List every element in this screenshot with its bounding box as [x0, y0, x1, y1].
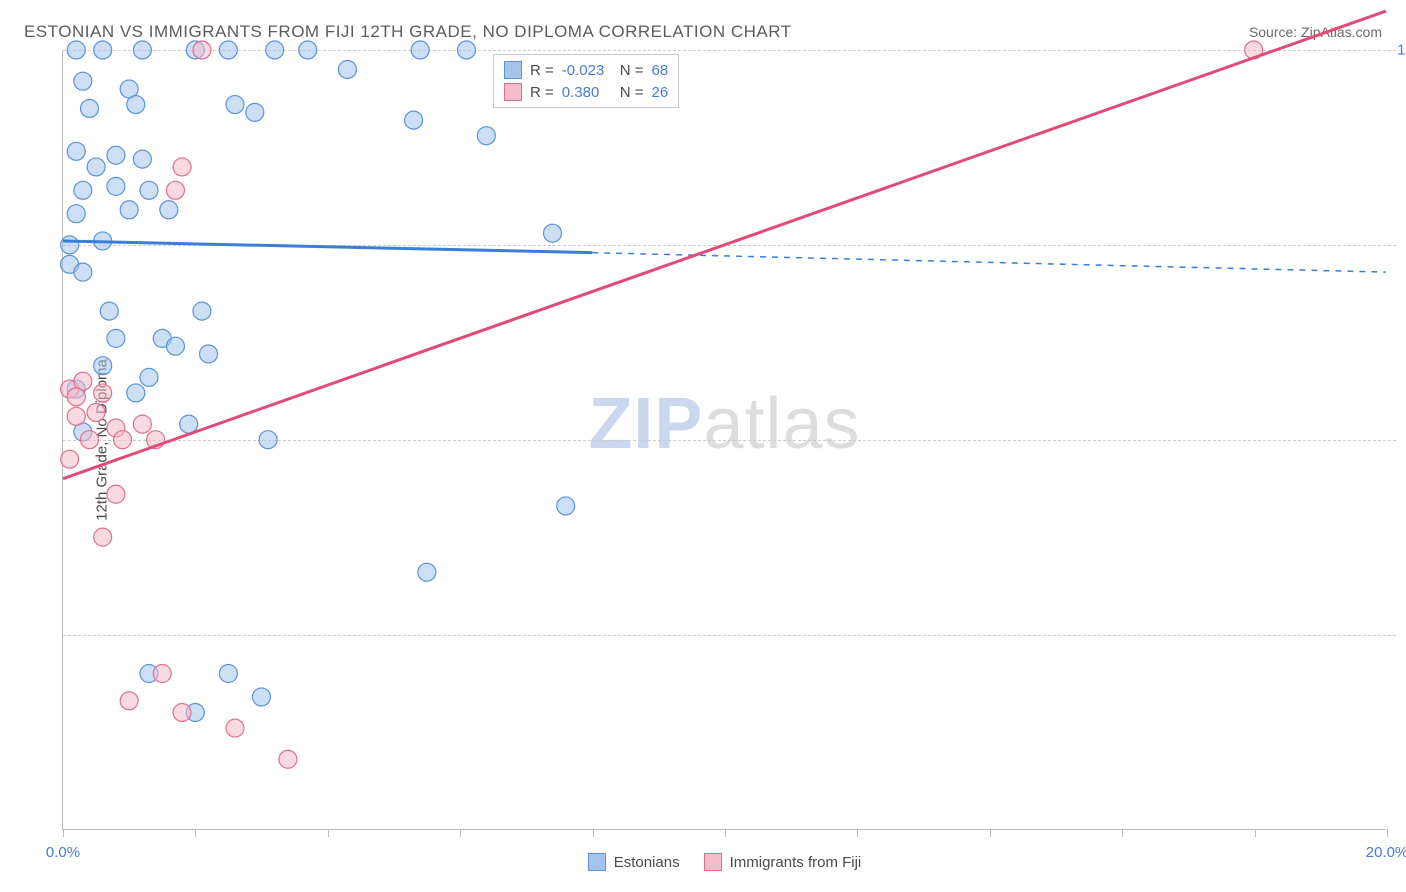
data-point	[94, 357, 112, 375]
x-tick	[63, 829, 64, 837]
data-point	[107, 485, 125, 503]
x-tick	[328, 829, 329, 837]
data-point	[160, 201, 178, 219]
data-point	[405, 111, 423, 129]
data-point	[61, 450, 79, 468]
data-point	[107, 177, 125, 195]
data-point	[94, 384, 112, 402]
x-tick	[1255, 829, 1256, 837]
data-point	[80, 431, 98, 449]
data-point	[458, 41, 476, 59]
legend-item-a: Estonians	[588, 853, 680, 871]
data-point	[67, 407, 85, 425]
x-tick	[460, 829, 461, 837]
data-point	[299, 41, 317, 59]
swatch-a-icon	[588, 853, 606, 871]
source-label: Source: ZipAtlas.com	[1249, 24, 1382, 40]
data-point	[259, 431, 277, 449]
data-point	[418, 563, 436, 581]
data-point	[226, 719, 244, 737]
data-point	[107, 329, 125, 347]
data-point	[133, 415, 151, 433]
data-point	[140, 181, 158, 199]
data-point	[67, 205, 85, 223]
legend-row-a: R = -0.023 N = 68	[504, 59, 668, 81]
data-point	[133, 41, 151, 59]
x-tick	[857, 829, 858, 837]
y-tick-label: 100.0%	[1393, 42, 1406, 59]
data-point	[67, 41, 85, 59]
data-point	[193, 41, 211, 59]
data-point	[133, 150, 151, 168]
x-tick	[593, 829, 594, 837]
chart-title: ESTONIAN VS IMMIGRANTS FROM FIJI 12TH GR…	[24, 22, 792, 42]
plot-svg	[63, 50, 1386, 829]
data-point	[127, 96, 145, 114]
data-point	[411, 41, 429, 59]
swatch-a-icon	[504, 61, 522, 79]
legend-item-b: Immigrants from Fiji	[704, 853, 862, 871]
data-point	[544, 224, 562, 242]
data-point	[140, 368, 158, 386]
y-tick-label: 85.0%	[1393, 627, 1406, 644]
data-point	[279, 750, 297, 768]
data-point	[252, 688, 270, 706]
chart-area: 12th Grade, No Diploma ZIPatlas 85.0%90.…	[62, 50, 1386, 830]
swatch-b-icon	[504, 83, 522, 101]
data-point	[246, 103, 264, 121]
x-tick	[1122, 829, 1123, 837]
data-point	[200, 345, 218, 363]
data-point	[153, 665, 171, 683]
x-tick	[195, 829, 196, 837]
data-point	[74, 72, 92, 90]
y-tick-label: 95.0%	[1393, 237, 1406, 254]
legend-row-b: R = 0.380 N = 26	[504, 81, 668, 103]
data-point	[67, 142, 85, 160]
data-point	[74, 263, 92, 281]
data-point	[87, 403, 105, 421]
data-point	[477, 127, 495, 145]
trend-line-a-dash	[592, 253, 1386, 272]
data-point	[61, 236, 79, 254]
data-point	[219, 41, 237, 59]
data-point	[180, 415, 198, 433]
data-point	[557, 497, 575, 515]
data-point	[74, 181, 92, 199]
data-point	[266, 41, 284, 59]
data-point	[80, 99, 98, 117]
y-tick-label: 90.0%	[1393, 432, 1406, 449]
correlation-legend: R = -0.023 N = 68 R = 0.380 N = 26	[493, 54, 679, 108]
data-point	[94, 41, 112, 59]
data-point	[193, 302, 211, 320]
data-point	[94, 528, 112, 546]
data-point	[120, 692, 138, 710]
data-point	[87, 158, 105, 176]
data-point	[338, 60, 356, 78]
data-point	[127, 384, 145, 402]
data-point	[67, 388, 85, 406]
data-point	[173, 704, 191, 722]
data-point	[166, 337, 184, 355]
data-point	[173, 158, 191, 176]
data-point	[120, 201, 138, 219]
x-tick	[1387, 829, 1388, 837]
x-tick	[990, 829, 991, 837]
data-point	[226, 96, 244, 114]
data-point	[166, 181, 184, 199]
data-point	[219, 665, 237, 683]
x-tick	[725, 829, 726, 837]
data-point	[107, 146, 125, 164]
data-point	[100, 302, 118, 320]
swatch-b-icon	[704, 853, 722, 871]
trend-line-a	[63, 241, 592, 253]
series-legend: Estonians Immigrants from Fiji	[63, 853, 1386, 871]
data-point	[114, 431, 132, 449]
